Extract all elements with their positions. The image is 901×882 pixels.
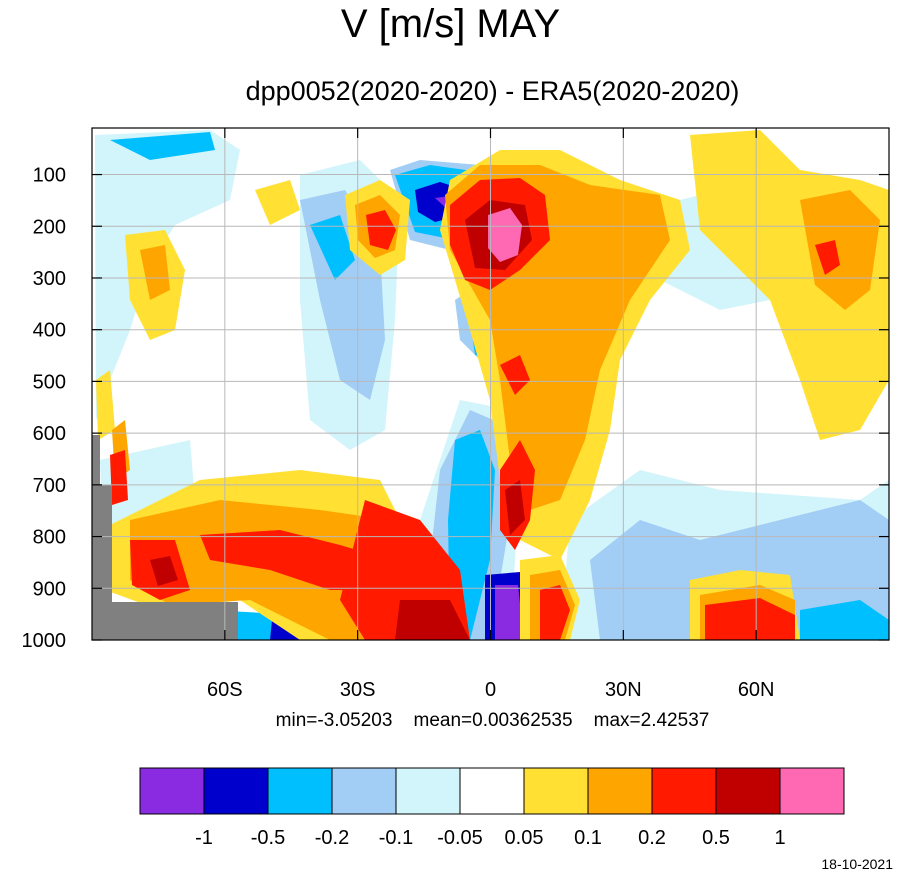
colorbar-label: 1: [774, 827, 785, 849]
x-tick-label: 30S: [340, 679, 376, 701]
contour-region: [96, 370, 115, 440]
contour-region: [500, 355, 530, 395]
contour-region: [705, 598, 795, 640]
y-tick-label: 200: [33, 216, 66, 238]
contour-region: [495, 585, 524, 640]
contour-region: [150, 556, 178, 586]
stats-line: min=-3.05203 mean=0.00362535 max=2.42537: [0, 710, 901, 732]
max-stat: max=2.42537: [593, 710, 710, 731]
colorbar-label: 0.2: [638, 827, 666, 849]
contour-region: [310, 215, 355, 280]
colorbar-label: 0.05: [505, 827, 544, 849]
colorbar-swatch: [203, 767, 269, 815]
y-tick-label: 900: [33, 578, 66, 600]
colorbar-swatch: [651, 767, 717, 815]
colorbar-label: -0.2: [315, 827, 349, 849]
date-stamp: 18-10-2021: [821, 856, 893, 872]
contour-region: [95, 130, 240, 420]
colorbar: -1 -0.5 -0.2 -0.1 -0.05 0.05 0.1 0.2 0.5 1: [139, 767, 845, 849]
colorbar-swatch: [395, 767, 461, 815]
y-axis: 100 200 300 400 500 600 700 800 900 1000: [22, 165, 889, 652]
contour-region: [505, 480, 525, 535]
contour-region: [140, 245, 170, 300]
mean-stat: mean=0.00362535: [413, 710, 573, 731]
contour-region: [200, 530, 390, 590]
contour-region: [395, 600, 470, 640]
colorbar-swatch: [523, 767, 589, 815]
y-tick-label: 700: [33, 475, 66, 497]
x-tick-label: 60N: [738, 679, 775, 701]
min-stat: min=-3.05203: [275, 710, 393, 731]
colorbar-swatch: [139, 767, 205, 815]
y-tick-label: 300: [33, 268, 66, 290]
y-tick-label: 1000: [22, 630, 67, 652]
chart-title: V [m/s] MAY: [340, 2, 561, 46]
colorbar-label: -0.1: [379, 827, 413, 849]
contour-region: [590, 500, 889, 640]
colorbar-label: -1: [195, 827, 213, 849]
contour-region: [540, 585, 570, 640]
colorbar-swatch: [715, 767, 781, 815]
x-axis: 60S 30S 0 30N 60N: [207, 128, 775, 701]
colorbar-label: 0.1: [574, 827, 602, 849]
colorbar-swatch: [459, 767, 525, 815]
y-tick-label: 500: [33, 371, 66, 393]
contour-region: [110, 450, 128, 505]
contour-region: [366, 210, 396, 250]
contour-region: [488, 208, 522, 262]
colorbar-label: -0.5: [251, 827, 285, 849]
x-tick-label: 60S: [207, 679, 243, 701]
contour-region: [800, 600, 889, 640]
y-tick-label: 400: [33, 320, 66, 342]
y-tick-label: 100: [33, 165, 66, 187]
colorbar-swatch: [267, 767, 333, 815]
topography-mask: [92, 435, 238, 640]
x-tick-label: 0: [485, 679, 496, 701]
contour-region: [815, 240, 840, 275]
gridlines: [92, 128, 889, 640]
contour-region: [110, 132, 215, 160]
colorbar-swatch: [779, 767, 845, 815]
colorbar-label: -0.05: [437, 827, 483, 849]
y-tick-label: 600: [33, 423, 66, 445]
colorbar-swatch: [331, 767, 397, 815]
chart-subtitle: dpp0052(2020-2020) - ERA5(2020-2020): [245, 76, 740, 106]
y-tick-label: 800: [33, 527, 66, 549]
colorbar-label: 0.5: [702, 827, 730, 849]
x-tick-label: 30N: [605, 679, 642, 701]
colorbar-swatch: [587, 767, 653, 815]
contour-region: [800, 190, 880, 310]
contour-region: [255, 180, 300, 225]
